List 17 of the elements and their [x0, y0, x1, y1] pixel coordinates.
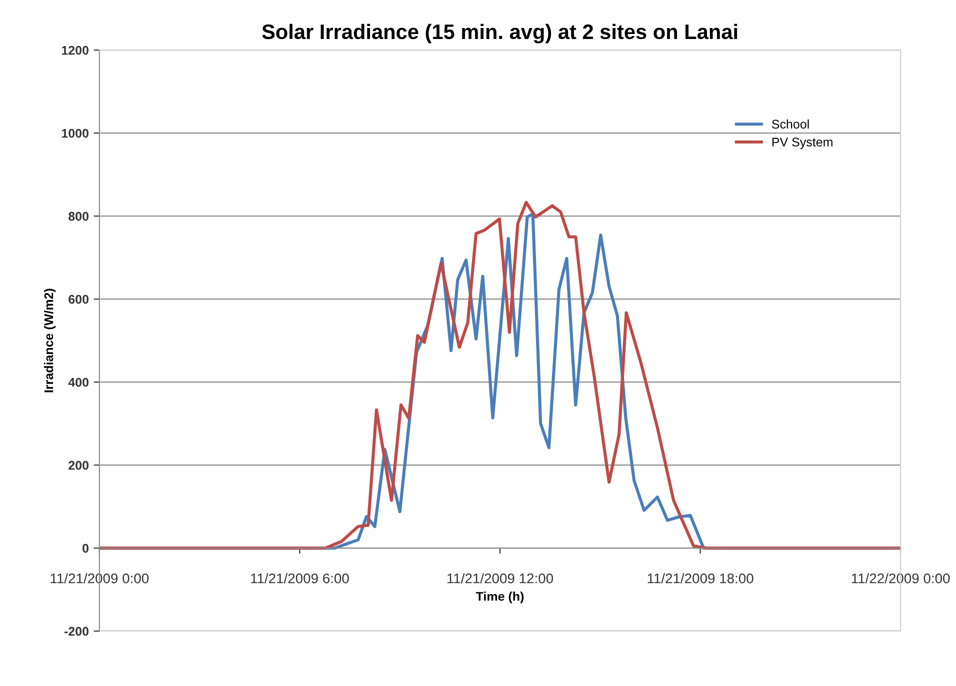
y-tick-label: 0: [82, 544, 88, 553]
y-axis-title: Irradiance (W/m2): [44, 288, 56, 392]
legend-label: School: [772, 119, 809, 129]
y-tick-label: -200: [64, 626, 88, 636]
y-tick-label: 800: [68, 212, 88, 221]
x-tick-label: 11/21/2009 12:00: [448, 573, 553, 584]
x-axis-title: Time (h): [476, 592, 524, 604]
x-tick-label: 11/22/2009 0:00: [852, 573, 950, 584]
y-tick-label: 1000: [62, 128, 88, 138]
x-tick-label: 11/21/2009 18:00: [648, 573, 754, 584]
y-tick-label: 200: [68, 460, 88, 470]
y-tick-label: 400: [68, 378, 88, 387]
y-tick-label: 600: [68, 294, 88, 304]
chart-title: Solar Irradiance (15 min. avg) at 2 sites on Lanai: [262, 24, 738, 44]
y-tick-label: 1200: [62, 46, 88, 55]
x-tick-label: 11/21/2009 6:00: [251, 573, 349, 584]
legend-label: PV System: [772, 138, 832, 149]
